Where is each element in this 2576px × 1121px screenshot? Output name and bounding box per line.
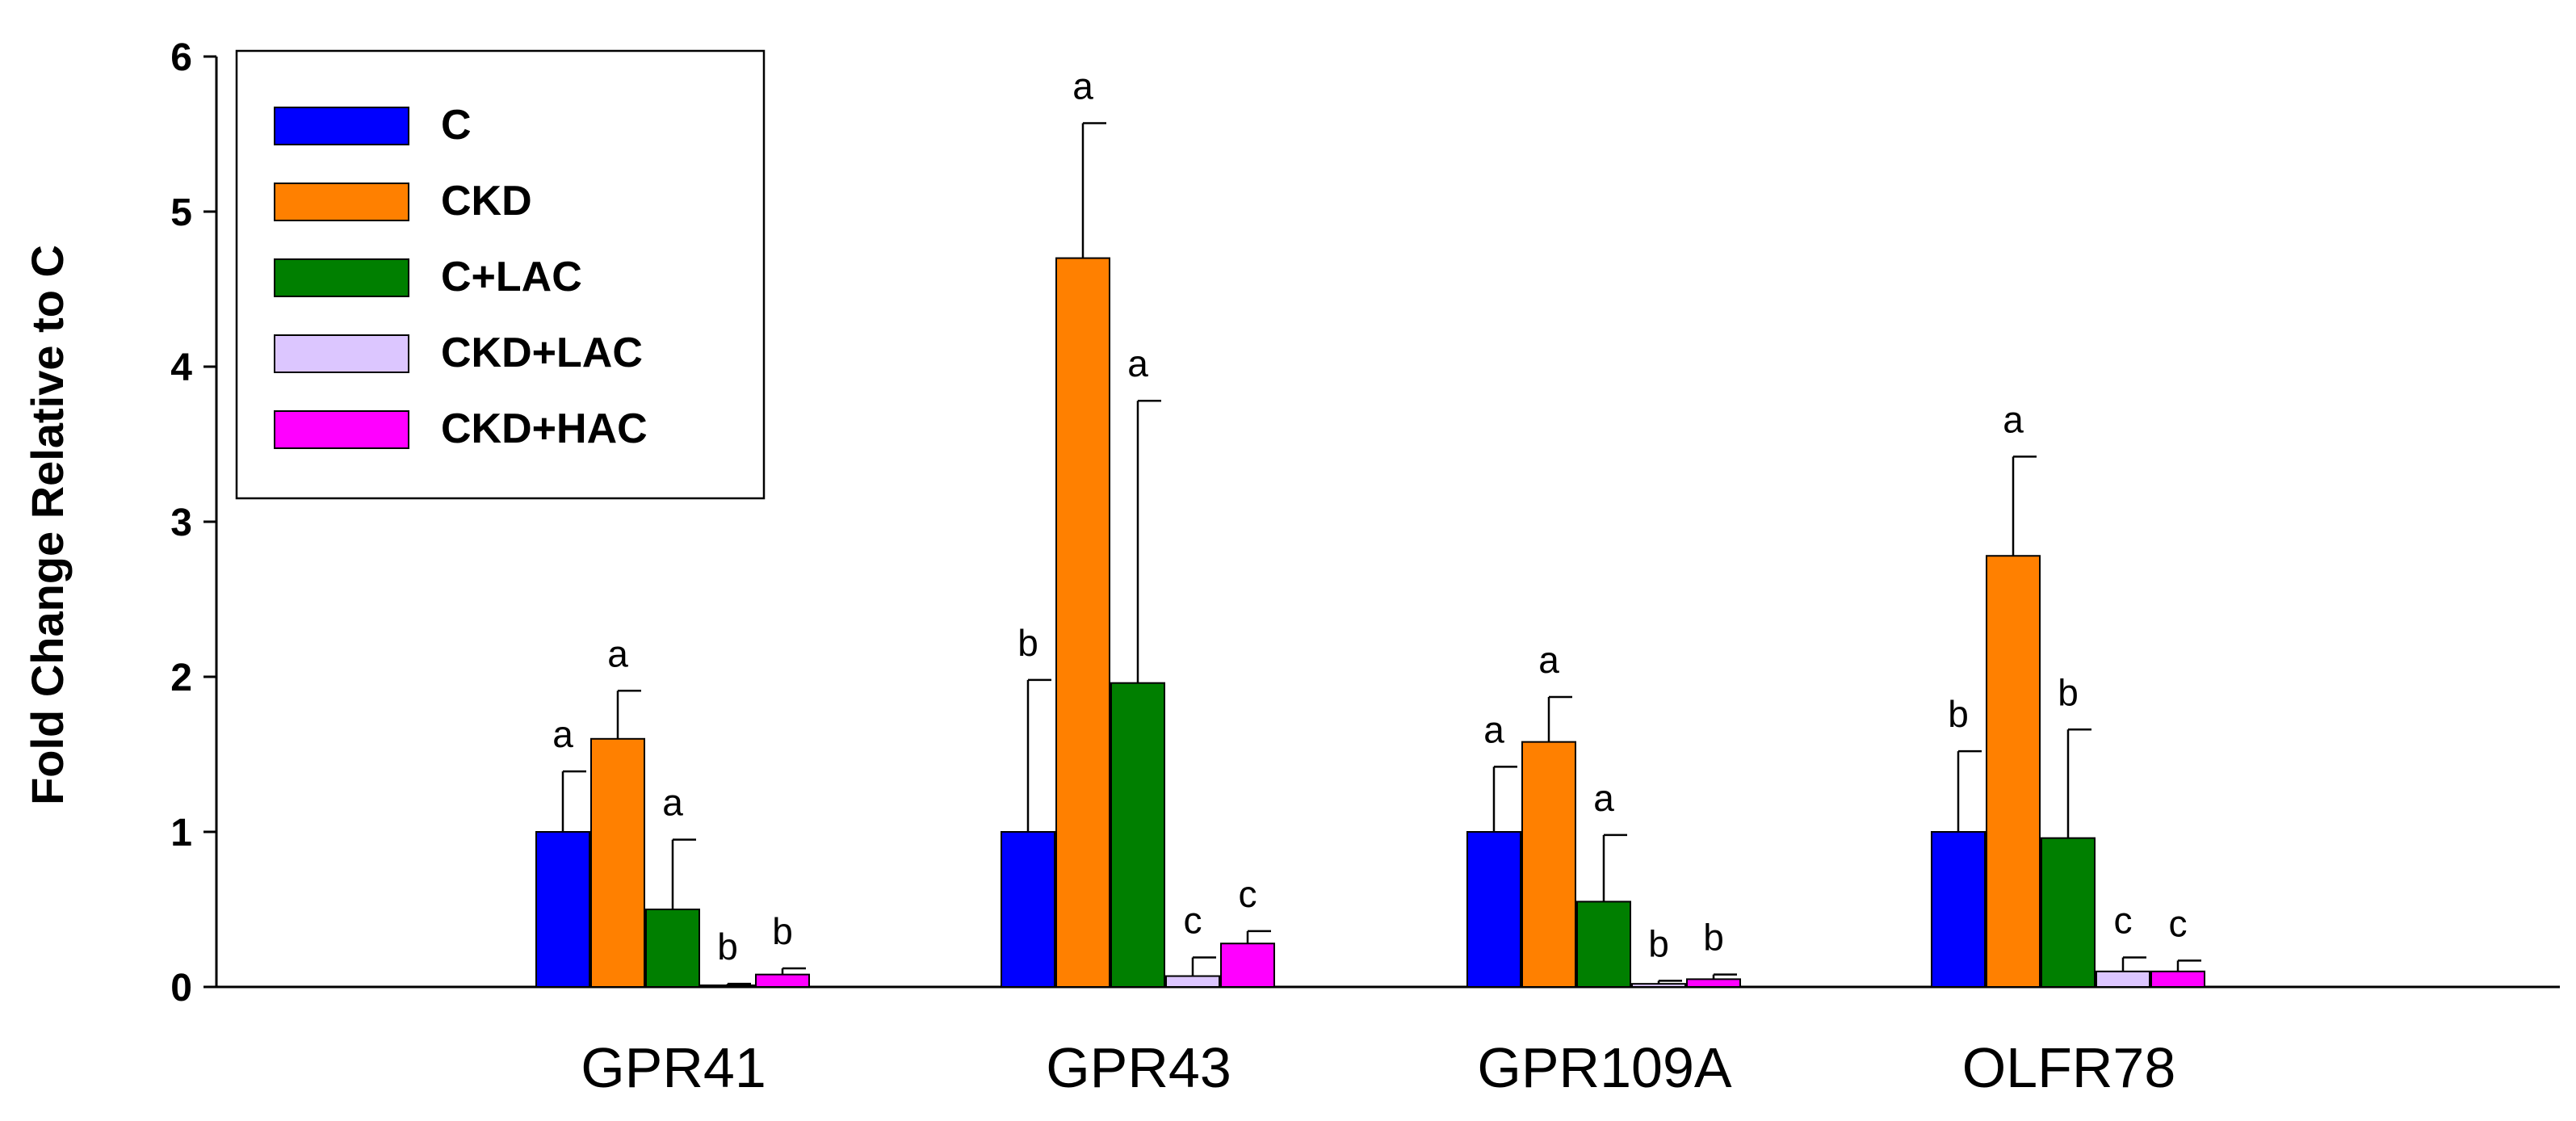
bar — [2150, 970, 2205, 989]
significance-label: a — [1538, 639, 1559, 681]
significance-label: b — [772, 910, 793, 952]
bar — [700, 985, 755, 988]
bar — [1055, 257, 1110, 989]
bar — [1001, 831, 1055, 988]
legend-swatch — [274, 334, 409, 373]
bar-group: b a a cc — [1001, 65, 1275, 989]
significance-label: b — [1648, 922, 1669, 964]
legend-label: CKD+HAC — [441, 405, 648, 452]
legend-label: CKD — [441, 178, 532, 225]
bar — [2041, 837, 2096, 989]
legend-swatch — [274, 410, 409, 449]
bar — [2096, 970, 2150, 989]
significance-label: a — [2003, 398, 2024, 440]
significance-label: c — [2114, 900, 2133, 942]
bar — [1165, 975, 1220, 989]
legend-swatch — [274, 258, 409, 297]
y-tick-label: 2 — [170, 657, 192, 699]
y-tick-label: 3 — [170, 502, 192, 544]
significance-label: a — [1127, 342, 1148, 384]
significance-label: c — [1184, 900, 1202, 942]
bar — [1220, 943, 1275, 988]
bar — [1521, 741, 1576, 988]
x-category-label: GPR43 — [1046, 1036, 1231, 1099]
bar — [1631, 983, 1686, 989]
significance-label: a — [552, 713, 573, 755]
bar — [645, 909, 700, 988]
y-axis-label: Fold Change Relative to C — [22, 245, 73, 805]
bar — [1466, 831, 1521, 988]
significance-label: c — [2169, 902, 2188, 944]
y-tick-label: 6 — [170, 36, 192, 79]
significance-label: c — [1239, 873, 1257, 915]
legend-label: C+LAC — [441, 254, 582, 300]
significance-label: a — [607, 632, 628, 674]
x-category-label: GPR109A — [1477, 1036, 1731, 1099]
significance-label: a — [1593, 777, 1614, 819]
bar — [1686, 978, 1741, 989]
axes: 0 1 2 3 4 5 6 GPR41 GPR43 GPR109A OLFR78 — [170, 36, 2560, 1099]
y-tick-label: 4 — [170, 346, 192, 389]
y-tick-label: 5 — [170, 191, 192, 234]
bar — [1986, 555, 2041, 988]
legend-label: C — [441, 102, 472, 149]
significance-label: b — [1703, 917, 1724, 959]
significance-label: a — [1072, 65, 1093, 107]
bar — [755, 973, 810, 989]
bar — [1110, 682, 1165, 988]
significance-label: b — [1948, 693, 1969, 735]
significance-label: b — [717, 926, 738, 968]
legend-label: CKD+LAC — [441, 330, 643, 376]
y-tick-label: 1 — [170, 812, 192, 854]
y-tick-label: 0 — [170, 967, 192, 1010]
bar — [590, 737, 645, 988]
bar — [1576, 901, 1631, 989]
bar — [1931, 831, 1986, 988]
significance-label: a — [662, 782, 683, 824]
x-category-label: OLFR78 — [1962, 1036, 2176, 1099]
bar — [535, 831, 590, 988]
legend-swatch — [274, 183, 409, 221]
significance-label: a — [1483, 708, 1504, 750]
legend: C CKD C+LAC CKD+LAC CKD+HAC — [235, 49, 766, 500]
significance-label: b — [1017, 622, 1038, 664]
bar-group: b a b c c — [1931, 398, 2205, 989]
legend-swatch — [274, 107, 409, 145]
x-category-label: GPR41 — [581, 1036, 766, 1099]
significance-label: b — [2058, 671, 2079, 713]
